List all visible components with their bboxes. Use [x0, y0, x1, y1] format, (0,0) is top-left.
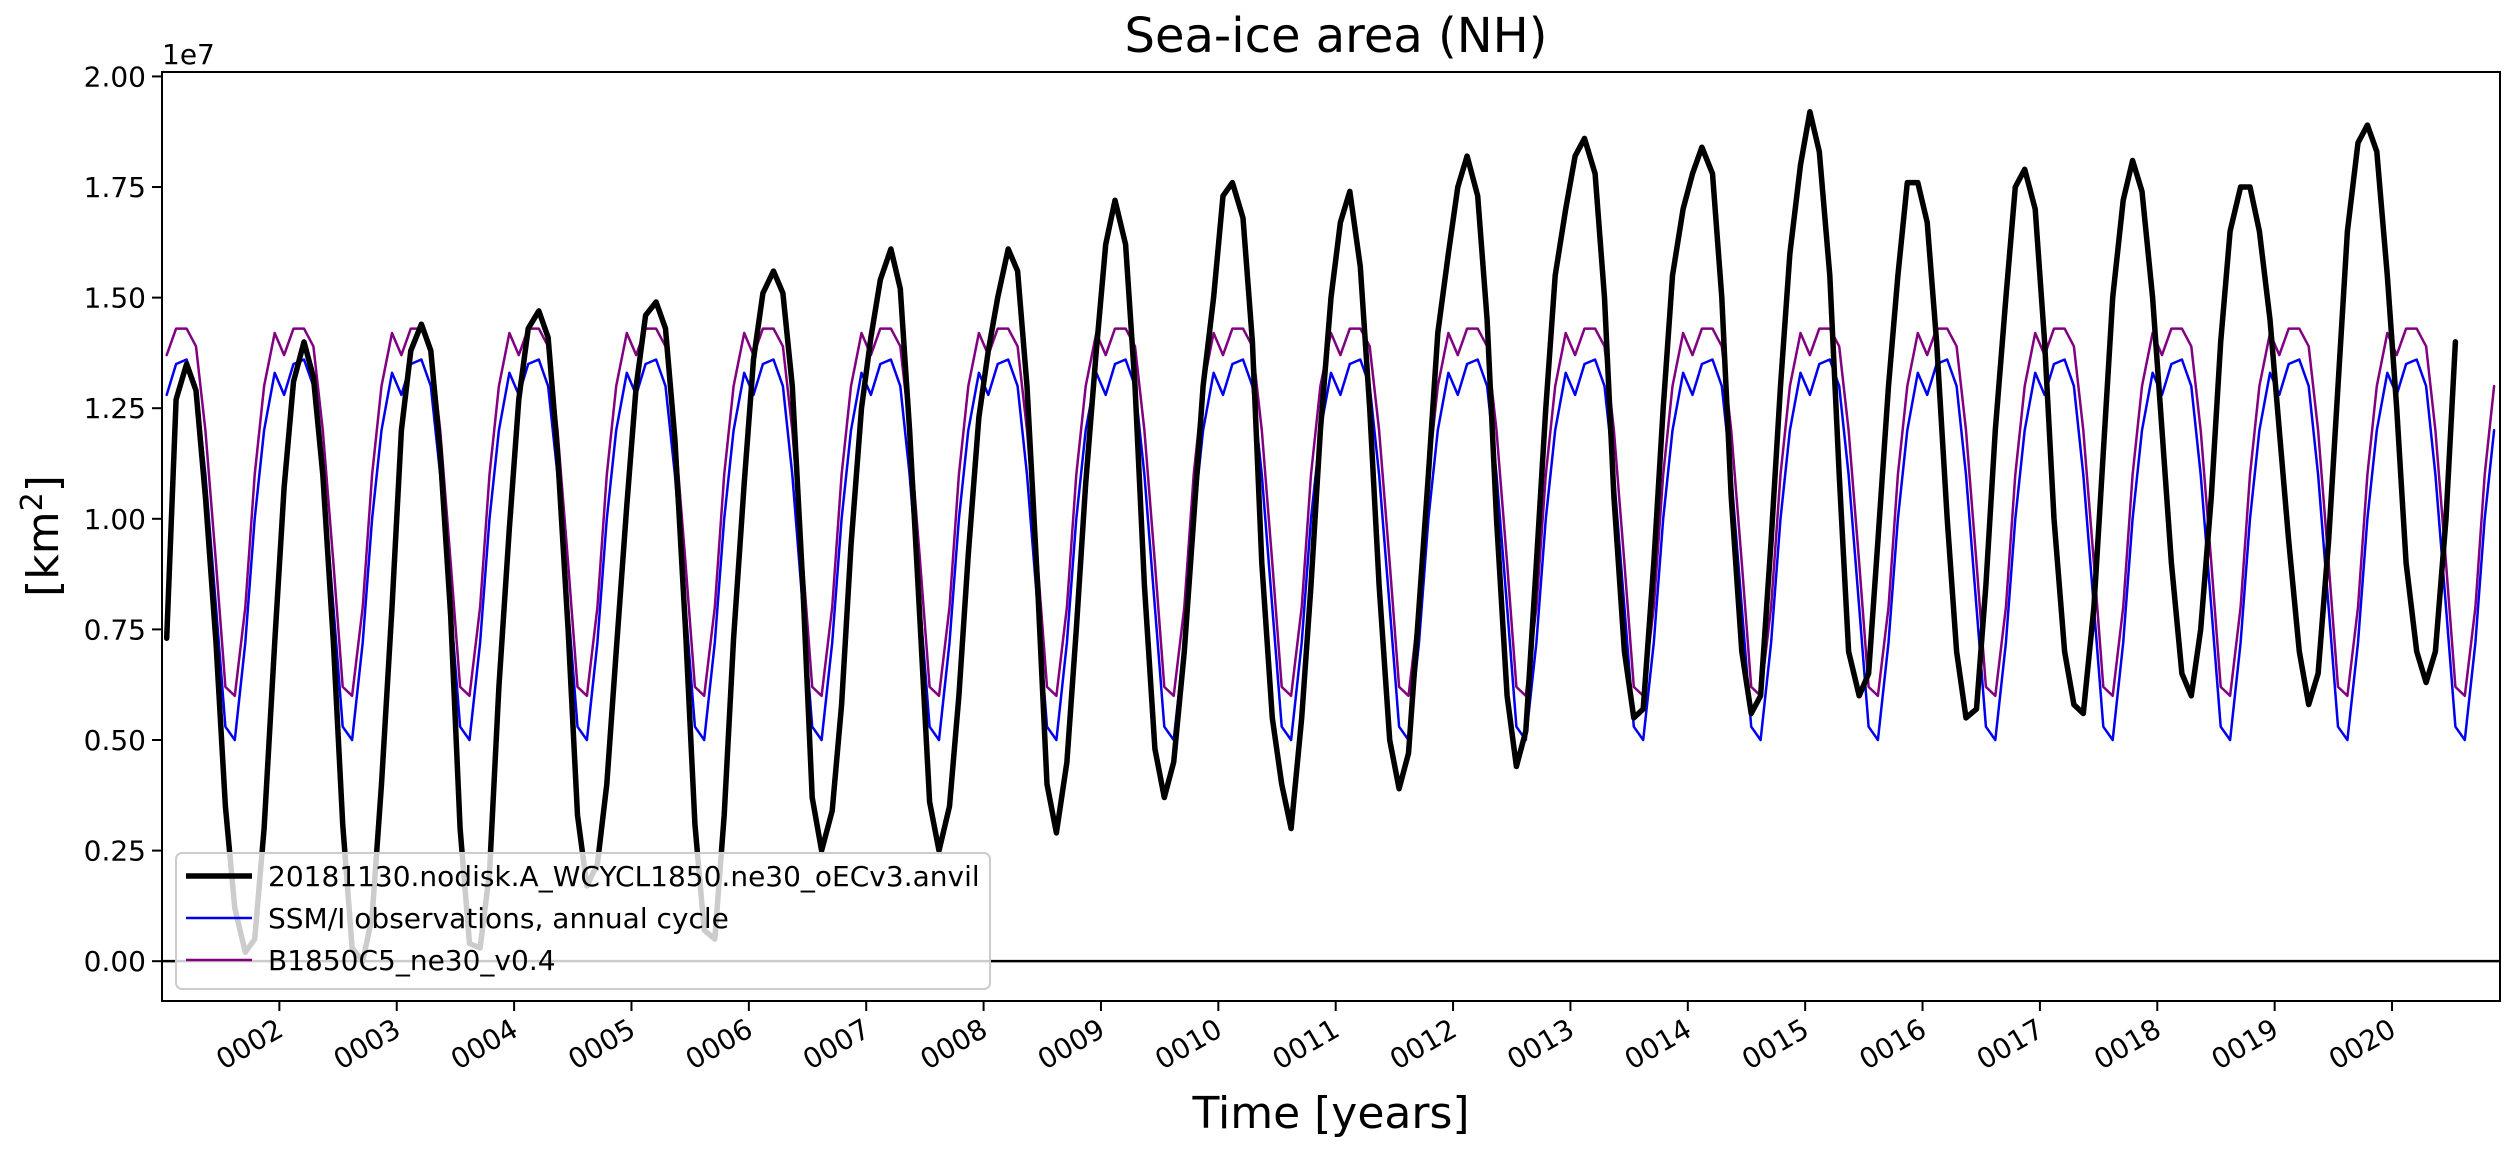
y-tick-label: 1.50 [84, 282, 146, 315]
x-axis-label: Time [years] [1191, 1088, 1469, 1139]
y-axis-label-tail: ] [18, 475, 69, 492]
y-tick-label: 2.00 [84, 60, 146, 93]
y-tick-label: 1.25 [84, 392, 146, 425]
y-axis-label-superscript: 2 [15, 492, 50, 511]
legend: 20181130.nodisk.A_WCYCL1850.ne30_oECv3.a… [175, 852, 991, 990]
y-tick-label: 0.25 [84, 835, 146, 868]
series-line-0 [163, 109, 2459, 964]
y-tick-label: 0.50 [84, 724, 146, 757]
y-tick-label: 1.75 [84, 171, 146, 204]
legend-box [175, 852, 991, 990]
chart-title: Sea-ice area (NH) [1125, 8, 1548, 64]
legend-label-0: 20181130.nodisk.A_WCYCL1850.ne30_oECv3.a… [268, 860, 980, 893]
legend-label-2: B1850C5_ne30_v0.4 [268, 944, 556, 977]
y-tick-label: 0.75 [84, 613, 146, 646]
plot-frame [161, 71, 2501, 1002]
y-axis-offset-label: 1e7 [162, 38, 215, 71]
y-tick-label: 1.00 [84, 503, 146, 536]
y-tick-label: 0.00 [84, 945, 146, 978]
y-axis-label: [km2] [15, 475, 69, 597]
legend-label-1: SSM/I observations, annual cycle [268, 902, 729, 935]
y-axis-label-base: [km [18, 511, 69, 597]
y-axis-ticks: 0.00 0.25 0.50 0.75 1.00 1.25 1.50 1.75 2.00 [84, 60, 162, 978]
